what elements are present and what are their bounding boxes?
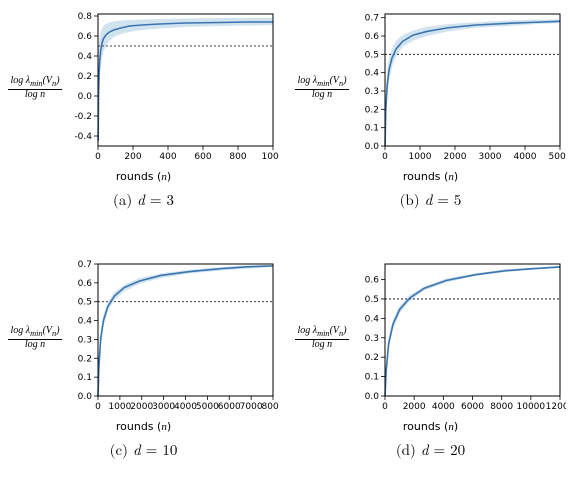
svg-text:0.3: 0.3 xyxy=(77,335,91,345)
chart-a: 0 200 400 600 800 1000 -0.4 -0.2 0.0 0.2 0.4 0.6 0.8 xyxy=(64,8,279,168)
chart-c: 0 10002000300040005000600070008000 0.0 0.1 0… xyxy=(64,258,279,418)
xlabel-a: rounds (n) xyxy=(116,170,171,183)
figure-grid: log λmin(Vn)log n 0 200 400 600 800 1000 -0.4 -… xyxy=(0,0,574,500)
svg-text:2000: 2000 xyxy=(443,152,466,162)
svg-text:6000: 6000 xyxy=(217,402,240,412)
caption-b: (b) d = 5 xyxy=(400,189,462,210)
svg-text:6000: 6000 xyxy=(461,402,484,412)
plot-a-wrap: log λmin(Vn)log n 0 200 400 600 800 1000 -0.4 -… xyxy=(8,8,278,168)
svg-text:0.2: 0.2 xyxy=(77,72,91,82)
svg-text:3000: 3000 xyxy=(152,402,175,412)
svg-text:0.4: 0.4 xyxy=(364,314,379,324)
svg-text:12000: 12000 xyxy=(545,402,565,412)
svg-text:4000: 4000 xyxy=(431,402,454,412)
ylabel-a: log λmin(Vn)log n xyxy=(8,76,61,99)
svg-text:0.5: 0.5 xyxy=(77,298,91,308)
svg-text:0.0: 0.0 xyxy=(364,142,379,152)
svg-text:0.6: 0.6 xyxy=(364,276,379,286)
svg-text:-0.4: -0.4 xyxy=(74,132,92,142)
svg-text:0: 0 xyxy=(95,152,101,162)
svg-text:0.4: 0.4 xyxy=(77,317,92,327)
caption-a: (a) d = 3 xyxy=(113,189,174,210)
svg-text:0.0: 0.0 xyxy=(77,92,92,102)
svg-text:7000: 7000 xyxy=(239,402,262,412)
panel-a: log λmin(Vn)log n 0 200 400 600 800 1000 -0.4 -… xyxy=(0,0,287,250)
svg-text:5000: 5000 xyxy=(548,152,565,162)
svg-text:0.5: 0.5 xyxy=(364,50,378,60)
svg-text:0.8: 0.8 xyxy=(77,12,92,22)
svg-text:0.3: 0.3 xyxy=(364,87,378,97)
svg-text:600: 600 xyxy=(194,152,211,162)
svg-text:4000: 4000 xyxy=(174,402,197,412)
chart-d: 0 2000 4000 6000 80001000012000 0.0 0.1 0.2 0.3 0… xyxy=(351,258,566,418)
panel-b: log λmin(Vn)log n 0100020003000400050000… xyxy=(287,0,574,250)
xlabel-c: rounds (n) xyxy=(116,420,171,433)
svg-text:0.1: 0.1 xyxy=(364,373,378,383)
svg-text:5000: 5000 xyxy=(195,402,218,412)
xlabel-b: rounds (n) xyxy=(403,170,458,183)
svg-text:8000: 8000 xyxy=(261,402,278,412)
svg-text:1000: 1000 xyxy=(108,402,131,412)
caption-c: (c) d = 10 xyxy=(110,439,178,460)
svg-text:0.2: 0.2 xyxy=(364,105,378,115)
svg-text:-0.2: -0.2 xyxy=(74,112,92,122)
svg-text:3000: 3000 xyxy=(478,152,501,162)
chart-b: 0 1000 2000 3000 4000 5000 0.0 0.1 0.2 0.3 0.4 0.5 0… xyxy=(351,8,566,168)
svg-text:0: 0 xyxy=(95,402,101,412)
svg-text:0.7: 0.7 xyxy=(77,260,91,270)
svg-text:4000: 4000 xyxy=(513,152,536,162)
svg-text:0: 0 xyxy=(382,402,388,412)
svg-text:0.6: 0.6 xyxy=(77,32,92,42)
svg-text:0.2: 0.2 xyxy=(364,353,378,363)
xlabel-d: rounds (n) xyxy=(403,420,458,433)
ylabel-b: log λmin(Vn)log n xyxy=(295,76,348,99)
svg-text:0: 0 xyxy=(382,152,388,162)
svg-text:200: 200 xyxy=(124,152,141,162)
panel-c: log λmin(Vn)log n 0 100020003000400050006… xyxy=(0,250,287,500)
svg-text:0.4: 0.4 xyxy=(364,69,379,79)
svg-text:0.2: 0.2 xyxy=(77,354,91,364)
plot-d-wrap: log λmin(Vn)log n 0 2000 4000 6000 800010000… xyxy=(295,258,565,418)
svg-text:10000: 10000 xyxy=(516,402,545,412)
svg-text:0.0: 0.0 xyxy=(77,392,92,402)
svg-text:0.6: 0.6 xyxy=(364,32,379,42)
panel-d: log λmin(Vn)log n 0 2000 4000 6000 800010000… xyxy=(287,250,574,500)
svg-text:0.6: 0.6 xyxy=(77,279,92,289)
svg-text:0.5: 0.5 xyxy=(364,295,378,305)
svg-text:400: 400 xyxy=(159,152,176,162)
ylabel-c: log λmin(Vn)log n xyxy=(8,326,61,349)
svg-text:0.3: 0.3 xyxy=(364,334,378,344)
svg-text:0.4: 0.4 xyxy=(77,52,92,62)
ylabel-d: log λmin(Vn)log n xyxy=(295,326,348,349)
svg-text:0.1: 0.1 xyxy=(364,124,378,134)
plot-c-wrap: log λmin(Vn)log n 0 100020003000400050006… xyxy=(8,258,278,418)
svg-text:1000: 1000 xyxy=(261,152,278,162)
svg-text:1000: 1000 xyxy=(408,152,431,162)
svg-text:8000: 8000 xyxy=(490,402,513,412)
svg-text:2000: 2000 xyxy=(130,402,153,412)
caption-d: (d) d = 20 xyxy=(396,439,465,460)
svg-text:2000: 2000 xyxy=(402,402,425,412)
plot-b-wrap: log λmin(Vn)log n 0100020003000400050000… xyxy=(295,8,565,168)
svg-text:0.1: 0.1 xyxy=(77,373,91,383)
svg-text:0.7: 0.7 xyxy=(364,14,378,24)
svg-text:800: 800 xyxy=(229,152,246,162)
svg-text:0.0: 0.0 xyxy=(364,392,379,402)
